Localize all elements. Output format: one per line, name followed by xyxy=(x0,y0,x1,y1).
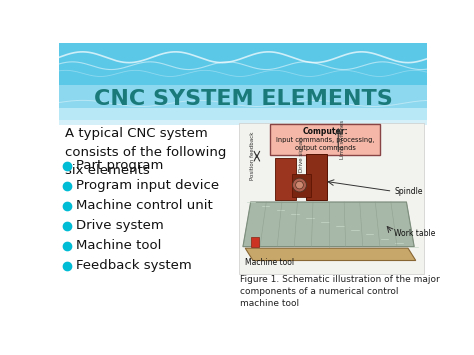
Text: Machine control unit: Machine control unit xyxy=(76,200,213,212)
Bar xyxy=(59,120,427,125)
Text: CNC SYSTEM ELEMENTS: CNC SYSTEM ELEMENTS xyxy=(93,89,392,109)
Text: Drive signals: Drive signals xyxy=(299,136,303,172)
Polygon shape xyxy=(306,154,327,201)
Polygon shape xyxy=(243,202,414,247)
Text: Spindle: Spindle xyxy=(394,187,422,196)
Text: A typical CNC system
consists of the following
six elements: A typical CNC system consists of the fol… xyxy=(65,127,227,177)
Polygon shape xyxy=(292,174,311,197)
Text: Program input device: Program input device xyxy=(76,179,219,192)
Text: Feedback system: Feedback system xyxy=(76,260,192,272)
Text: Limit switches: Limit switches xyxy=(340,120,345,159)
Text: Position feedback: Position feedback xyxy=(250,132,255,180)
Bar xyxy=(59,108,427,120)
Text: output commands: output commands xyxy=(295,145,356,151)
Bar xyxy=(239,124,423,274)
Bar xyxy=(59,43,427,85)
Text: Figure 1. Schematic illustration of the major
components of a numerical control
: Figure 1. Schematic illustration of the … xyxy=(240,275,439,308)
Text: Part program: Part program xyxy=(76,159,164,172)
Text: Machine tool: Machine tool xyxy=(76,239,162,252)
Circle shape xyxy=(292,178,307,192)
Polygon shape xyxy=(245,248,416,261)
Text: Work table: Work table xyxy=(394,229,436,238)
Circle shape xyxy=(296,181,303,189)
FancyBboxPatch shape xyxy=(270,124,381,155)
Text: Machine tool: Machine tool xyxy=(245,258,294,267)
Text: Input commands, processing,: Input commands, processing, xyxy=(276,137,374,143)
Text: Drive system: Drive system xyxy=(76,219,164,233)
Text: Computer:: Computer: xyxy=(302,127,348,136)
Bar xyxy=(251,237,259,247)
Polygon shape xyxy=(275,158,296,201)
Bar xyxy=(59,85,427,108)
